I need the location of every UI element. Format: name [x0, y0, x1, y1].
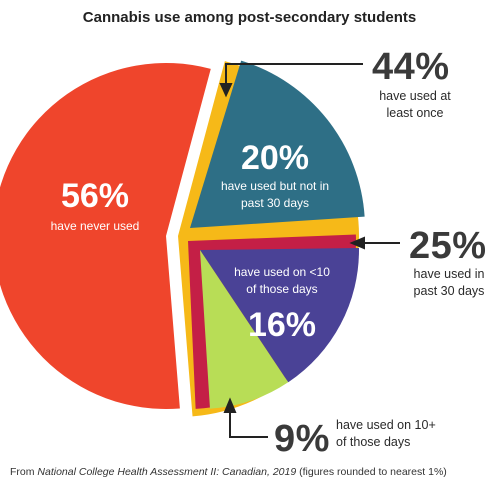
- slice-used-not-past-30: [190, 60, 365, 229]
- callout-9-value: 9%: [274, 418, 330, 460]
- arrow-44-leader: [225, 63, 363, 86]
- arrow-25-head: [349, 236, 365, 250]
- slice-label-lt10-text: have used on <10 of those days: [234, 265, 330, 296]
- arrow-9-leader: [229, 410, 268, 438]
- source-suffix: (figures rounded to nearest 1%): [296, 466, 447, 478]
- slice-label-not30-text: have used but not in past 30 days: [220, 179, 330, 210]
- slice-label-never-value: 56%: [60, 177, 130, 215]
- slice-never-used: [0, 63, 211, 409]
- slice-used-lt10-days: [200, 248, 360, 383]
- arrow-44-head: [219, 83, 233, 98]
- callout-25-text: have used in past 30 days: [413, 267, 485, 298]
- callout-25-value: 25%: [409, 225, 487, 267]
- chart-title: Cannabis use among post-secondary studen…: [82, 9, 417, 26]
- slice-label-lt10-value: 16%: [247, 306, 317, 344]
- callout-9-text: have used on 10+ of those days: [336, 418, 436, 449]
- slice-label-not30-value: 20%: [240, 139, 310, 177]
- callout-44-value: 44%: [372, 46, 450, 88]
- slice-label-never-text: have never used: [50, 219, 140, 233]
- source-publication: National College Health Assessment II: C…: [37, 466, 297, 478]
- source-note: From National College Health Assessment …: [10, 466, 447, 478]
- callout-44-text: have used at least once: [379, 89, 451, 120]
- slice-used-10plus-days: [200, 250, 289, 409]
- source-prefix: From: [10, 466, 38, 478]
- arrow-9-head: [223, 397, 237, 413]
